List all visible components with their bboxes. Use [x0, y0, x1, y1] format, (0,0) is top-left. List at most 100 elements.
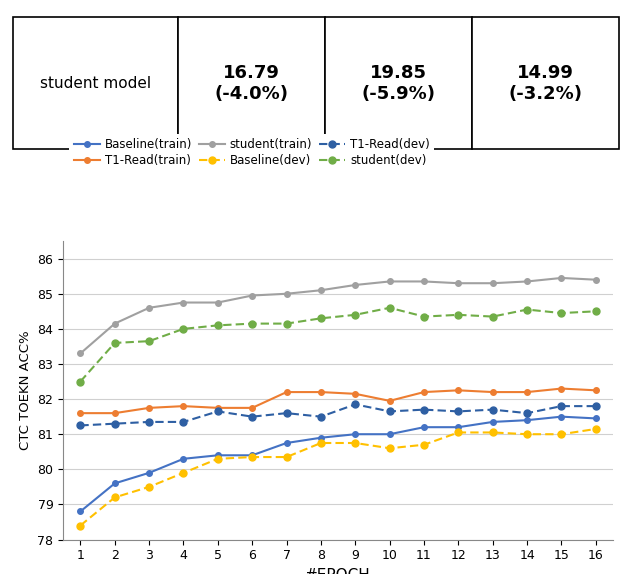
T1-Read(train)	[386, 397, 394, 404]
student(train)	[386, 278, 394, 285]
student(dev)	[248, 320, 256, 327]
Baseline(train)	[557, 413, 565, 420]
Line: student(train): student(train)	[78, 275, 599, 356]
T1-Read(dev)	[489, 406, 497, 413]
Line: student(dev): student(dev)	[77, 304, 599, 385]
Baseline(dev)	[592, 425, 600, 432]
student(train)	[111, 320, 119, 327]
student(train)	[214, 299, 222, 306]
student(dev)	[179, 325, 187, 332]
student(train)	[489, 280, 497, 286]
student(train)	[523, 278, 531, 285]
T1-Read(train)	[145, 405, 153, 412]
Baseline(train)	[317, 435, 325, 441]
student(dev)	[145, 338, 153, 344]
T1-Read(train)	[523, 389, 531, 395]
student(dev)	[351, 311, 359, 318]
Line: T1-Read(dev): T1-Read(dev)	[77, 401, 599, 429]
T1-Read(train)	[111, 410, 119, 417]
student(train)	[76, 350, 84, 357]
student(train)	[179, 299, 187, 306]
student(dev)	[214, 322, 222, 329]
student(train)	[248, 292, 256, 299]
T1-Read(dev)	[557, 403, 565, 410]
student(dev)	[523, 306, 531, 313]
Baseline(train)	[420, 424, 428, 430]
T1-Read(dev)	[283, 410, 290, 417]
Y-axis label: CTC TOEKN ACC%: CTC TOEKN ACC%	[19, 331, 32, 450]
Baseline(dev)	[489, 429, 497, 436]
Baseline(dev)	[386, 445, 394, 452]
T1-Read(dev)	[111, 420, 119, 427]
Baseline(train)	[351, 430, 359, 437]
T1-Read(train)	[489, 389, 497, 395]
student(dev)	[111, 339, 119, 346]
T1-Read(train)	[351, 390, 359, 397]
T1-Read(dev)	[76, 422, 84, 429]
T1-Read(dev)	[317, 413, 325, 420]
Baseline(dev)	[179, 470, 187, 476]
Baseline(dev)	[214, 455, 222, 462]
Baseline(train)	[523, 417, 531, 424]
Baseline(dev)	[420, 441, 428, 448]
T1-Read(dev)	[386, 408, 394, 415]
student(train)	[420, 278, 428, 285]
Line: Baseline(train): Baseline(train)	[78, 414, 599, 514]
T1-Read(train)	[76, 410, 84, 417]
T1-Read(dev)	[454, 408, 462, 415]
Baseline(dev)	[523, 430, 531, 437]
student(dev)	[420, 313, 428, 320]
T1-Read(train)	[557, 385, 565, 392]
Baseline(dev)	[111, 494, 119, 501]
T1-Read(dev)	[523, 410, 531, 417]
T1-Read(dev)	[145, 418, 153, 425]
student(dev)	[76, 378, 84, 385]
Baseline(dev)	[76, 522, 84, 529]
T1-Read(dev)	[248, 413, 256, 420]
T1-Read(train)	[179, 403, 187, 410]
Baseline(train)	[145, 470, 153, 476]
Baseline(dev)	[317, 440, 325, 447]
T1-Read(train)	[420, 389, 428, 395]
Baseline(train)	[76, 508, 84, 515]
Baseline(dev)	[351, 440, 359, 447]
T1-Read(train)	[454, 387, 462, 394]
Baseline(train)	[489, 418, 497, 425]
Baseline(dev)	[454, 429, 462, 436]
T1-Read(dev)	[214, 408, 222, 415]
Baseline(train)	[454, 424, 462, 430]
Baseline(dev)	[283, 453, 290, 460]
student(dev)	[317, 315, 325, 322]
Line: Baseline(dev): Baseline(dev)	[77, 425, 599, 529]
student(train)	[317, 287, 325, 294]
student(train)	[592, 276, 600, 283]
Baseline(train)	[248, 452, 256, 459]
student(train)	[145, 304, 153, 311]
T1-Read(dev)	[420, 406, 428, 413]
Baseline(train)	[283, 440, 290, 447]
T1-Read(dev)	[351, 401, 359, 408]
Baseline(train)	[592, 415, 600, 422]
T1-Read(train)	[317, 389, 325, 395]
Baseline(dev)	[145, 483, 153, 490]
Baseline(train)	[111, 480, 119, 487]
T1-Read(train)	[283, 389, 290, 395]
T1-Read(train)	[592, 387, 600, 394]
Line: T1-Read(train): T1-Read(train)	[78, 386, 599, 416]
Baseline(train)	[179, 455, 187, 462]
T1-Read(dev)	[592, 403, 600, 410]
student(dev)	[283, 320, 290, 327]
student(dev)	[489, 313, 497, 320]
student(dev)	[454, 311, 462, 318]
T1-Read(train)	[248, 405, 256, 412]
Baseline(train)	[386, 430, 394, 437]
Baseline(dev)	[557, 430, 565, 437]
Baseline(dev)	[248, 453, 256, 460]
student(train)	[557, 274, 565, 281]
T1-Read(train)	[214, 405, 222, 412]
student(dev)	[557, 309, 565, 316]
student(train)	[351, 281, 359, 288]
student(train)	[283, 290, 290, 297]
T1-Read(dev)	[179, 418, 187, 425]
Baseline(train)	[214, 452, 222, 459]
